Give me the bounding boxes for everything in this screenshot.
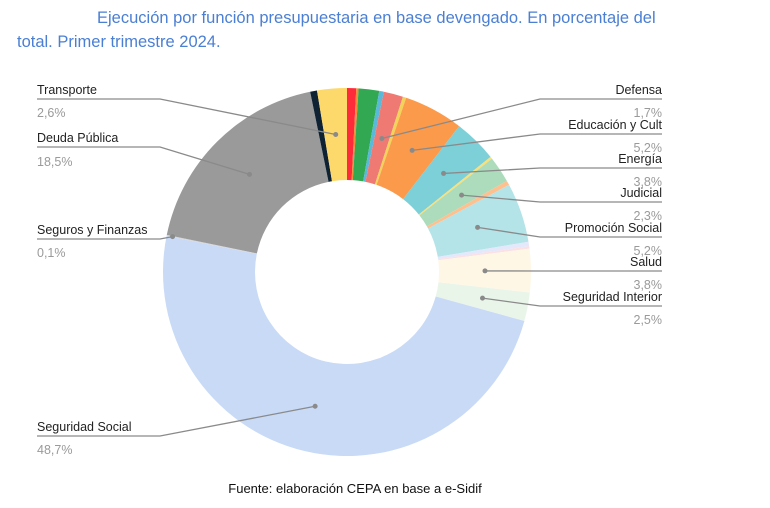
leader-dot-seguridad-social [312,403,318,409]
leader-line-deuda-publica [37,146,250,175]
label-name-seguros-y-finanzas: Seguros y Finanzas [37,223,147,237]
slice-unlabeled-19 [310,90,332,182]
label-value-educacion-y-cult: 5,2% [634,141,663,155]
leader-dot-defensa [379,135,385,141]
label-name-defensa: Defensa [615,83,662,97]
leader-line-judicial [461,194,662,203]
label-value-salud: 3,8% [634,278,663,292]
label-value-judicial: 2,3% [634,209,663,223]
slice-unlabeled-0 [347,88,357,181]
label-name-seguridad-social: Seguridad Social [37,420,132,434]
slice-seguridad-interior [435,282,530,321]
leader-dot-transporte [333,131,339,137]
label-name-energia: Energía [618,152,662,166]
label-value-promocion-social: 5,2% [634,244,663,258]
donut-slices [162,88,531,456]
slice-unlabeled-10 [426,180,510,229]
leader-lines [37,98,662,437]
label-value-deuda-publica: 18,5% [37,155,72,169]
label-value-defensa: 1,7% [634,106,663,120]
slice-unlabeled-5 [374,96,407,185]
slice-seguridad-social [162,235,525,456]
leader-line-seguridad-interior [482,297,662,307]
label-value-transporte: 2,6% [37,106,66,120]
leader-line-seguros-y-finanzas [37,235,173,240]
label-name-salud: Salud [630,255,662,269]
chart-title-line-2: total. Primer trimestre 2024. [17,33,221,51]
leader-dot-promocion-social [475,224,481,230]
label-value-energia: 3,8% [634,175,663,189]
label-value-seguridad-interior: 2,5% [634,313,663,327]
slice-transporte [316,88,347,182]
leader-dot-seguros-y-finanzas [170,234,176,240]
leader-dot-seguridad-interior [479,295,485,301]
leader-line-energia [443,167,662,175]
leader-line-defensa [381,98,662,140]
label-name-seguridad-interior: Seguridad Interior [563,290,662,304]
slice-unlabeled-1 [351,88,359,181]
leader-dot-educacion-y-cult [409,147,415,153]
leader-dot-judicial [459,192,465,198]
slice-unlabeled-12 [437,241,530,260]
slice-educacion-y-cult [376,97,460,200]
leader-line-promocion-social [477,226,662,238]
slice-judicial [419,158,507,227]
chart-title: Ejecución por función presupuestaria en … [17,6,757,54]
chart-title-line-1: Ejecución por función presupuestaria en … [97,9,656,27]
label-name-promocion-social: Promoción Social [565,221,662,235]
label-name-educacion-y-cult: Educación y Cult [568,118,662,132]
label-name-deuda-publica: Deuda Pública [37,131,118,145]
label-value-seguros-y-finanzas: 0,1% [37,246,66,260]
leader-dot-salud [482,268,488,274]
leader-line-transporte [37,98,336,136]
source-note: Fuente: elaboración CEPA en base a e-Sid… [228,481,482,496]
label-name-judicial: Judicial [620,186,662,200]
label-name-transporte: Transporte [37,83,97,97]
leader-dot-deuda-publica [246,171,252,177]
slice-seguros-y-finanzas [166,234,257,254]
slice-promocion-social [428,184,529,257]
slice-unlabeled-13 [438,246,530,261]
leader-line-educacion-y-cult [412,133,662,151]
leader-dot-energia [441,170,447,176]
slice-unlabeled-3 [363,90,384,182]
slice-deuda-publica [166,91,329,254]
leader-line-seguridad-social [37,405,316,437]
slice-energia [403,126,491,215]
label-value-seguridad-social: 48,7% [37,443,72,457]
slice-unlabeled-2 [352,88,380,182]
